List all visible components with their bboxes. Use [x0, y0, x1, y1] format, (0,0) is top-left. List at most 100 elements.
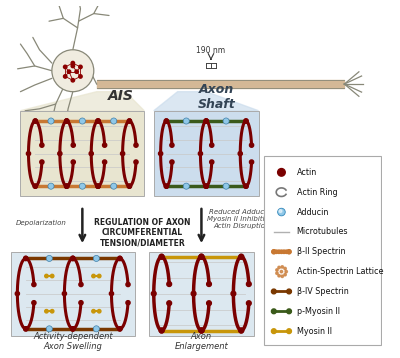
Circle shape	[282, 250, 286, 253]
Text: Adducin: Adducin	[297, 208, 329, 217]
Circle shape	[210, 160, 214, 164]
Circle shape	[118, 256, 122, 261]
Circle shape	[79, 183, 86, 189]
Circle shape	[199, 255, 204, 259]
Circle shape	[287, 329, 292, 334]
Circle shape	[276, 269, 278, 271]
Circle shape	[272, 309, 276, 314]
Circle shape	[67, 70, 71, 73]
Circle shape	[71, 64, 74, 68]
Circle shape	[48, 183, 54, 189]
Polygon shape	[20, 92, 144, 111]
Circle shape	[183, 183, 189, 189]
Circle shape	[285, 270, 288, 273]
Circle shape	[50, 310, 54, 313]
Circle shape	[199, 328, 204, 333]
Circle shape	[71, 256, 75, 261]
Circle shape	[71, 327, 75, 331]
Circle shape	[164, 184, 168, 188]
Circle shape	[244, 184, 248, 188]
Circle shape	[167, 301, 172, 305]
Circle shape	[284, 267, 286, 270]
Circle shape	[64, 75, 67, 78]
Circle shape	[96, 184, 100, 188]
Polygon shape	[20, 111, 144, 197]
Circle shape	[64, 65, 67, 69]
Circle shape	[272, 250, 276, 254]
Circle shape	[272, 329, 276, 334]
Circle shape	[26, 151, 30, 156]
Circle shape	[96, 119, 100, 123]
Circle shape	[287, 309, 292, 314]
Circle shape	[92, 274, 95, 278]
Circle shape	[96, 184, 100, 188]
Circle shape	[239, 328, 244, 333]
Circle shape	[204, 119, 208, 123]
Circle shape	[199, 255, 204, 259]
Circle shape	[102, 143, 107, 147]
Circle shape	[275, 250, 278, 253]
Circle shape	[71, 143, 75, 147]
Circle shape	[287, 250, 291, 254]
Circle shape	[272, 250, 276, 253]
Text: 190 nm: 190 nm	[196, 47, 226, 55]
Circle shape	[45, 274, 48, 278]
Circle shape	[46, 326, 52, 332]
Circle shape	[207, 301, 211, 305]
Circle shape	[239, 255, 244, 259]
Circle shape	[64, 119, 69, 123]
Text: Myosin II: Myosin II	[297, 326, 332, 336]
Circle shape	[33, 119, 37, 123]
Circle shape	[246, 282, 251, 286]
Circle shape	[71, 78, 74, 82]
Circle shape	[79, 301, 83, 305]
Circle shape	[71, 256, 75, 261]
Text: Activity-dependent
Axon Swelling: Activity-dependent Axon Swelling	[33, 332, 113, 351]
Text: Actin: Actin	[297, 168, 317, 177]
Text: β-II Spectrin: β-II Spectrin	[297, 247, 345, 256]
Text: Actin-Spectrin Lattice: Actin-Spectrin Lattice	[297, 267, 383, 276]
Text: Actin Ring: Actin Ring	[297, 188, 337, 197]
Polygon shape	[264, 156, 380, 345]
Circle shape	[24, 327, 28, 331]
Circle shape	[93, 326, 100, 332]
Circle shape	[96, 119, 100, 123]
Circle shape	[280, 250, 283, 253]
Circle shape	[199, 328, 204, 333]
Circle shape	[79, 65, 82, 69]
Circle shape	[111, 183, 117, 189]
Circle shape	[52, 50, 94, 92]
Circle shape	[279, 210, 282, 213]
Circle shape	[231, 291, 236, 296]
Circle shape	[151, 291, 156, 296]
Circle shape	[204, 119, 208, 123]
Circle shape	[33, 119, 37, 123]
Circle shape	[285, 250, 288, 253]
Circle shape	[48, 118, 54, 124]
Circle shape	[111, 118, 117, 124]
Circle shape	[164, 184, 168, 188]
Circle shape	[199, 255, 204, 259]
Circle shape	[246, 301, 251, 305]
Circle shape	[92, 310, 95, 313]
Circle shape	[159, 255, 164, 259]
Circle shape	[164, 119, 168, 123]
Circle shape	[127, 119, 132, 123]
Circle shape	[159, 328, 164, 333]
Circle shape	[118, 327, 122, 331]
Circle shape	[127, 184, 132, 188]
Circle shape	[239, 328, 244, 333]
Circle shape	[98, 310, 101, 313]
Circle shape	[204, 184, 208, 188]
Circle shape	[109, 291, 114, 296]
Text: p-Myosin II: p-Myosin II	[297, 307, 340, 316]
Circle shape	[64, 184, 69, 188]
Text: Microtubules: Microtubules	[297, 227, 348, 236]
Circle shape	[223, 183, 229, 189]
Circle shape	[238, 151, 242, 156]
Text: AIS: AIS	[108, 90, 133, 103]
Circle shape	[96, 119, 100, 123]
Circle shape	[272, 289, 276, 294]
Circle shape	[281, 266, 284, 268]
Circle shape	[118, 256, 122, 261]
